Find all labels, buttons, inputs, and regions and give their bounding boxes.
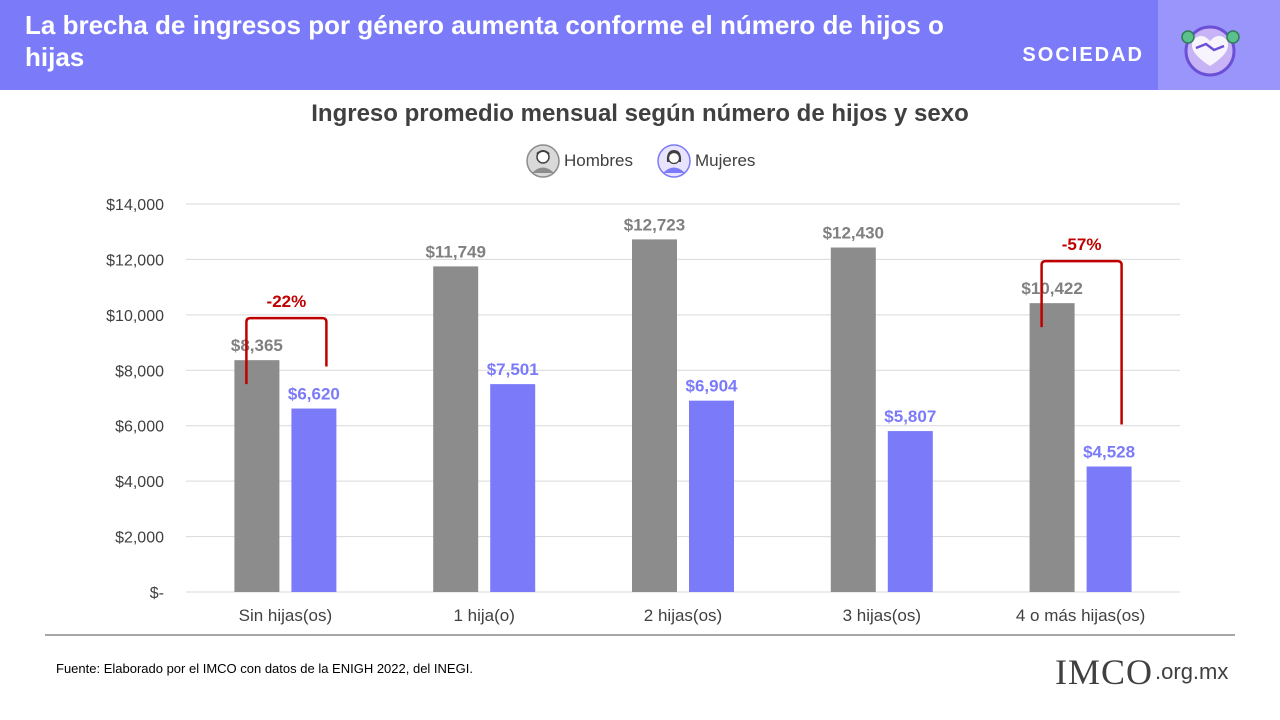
- handshake-heart-icon: [1181, 25, 1240, 77]
- legend-item-hombres: Hombres: [526, 144, 633, 178]
- man-avatar-icon: [526, 144, 560, 178]
- x-axis-tick-labels: Sin hijas(os) 1 hija(o) 2 hijas(os) 3 hijas…: [239, 606, 1146, 625]
- gridlines: [186, 203, 1180, 593]
- data-label-hombres: $12,430: [823, 224, 884, 243]
- gap-bracket: [1040, 259, 1123, 425]
- y-tick-label: $12,000: [106, 252, 164, 269]
- legend-label-hombres: Hombres: [564, 151, 633, 170]
- woman-avatar-icon: [657, 144, 691, 178]
- gap-annotations: -22% -57%: [245, 235, 1123, 425]
- chart-title: Ingreso promedio mensual según número de…: [311, 100, 969, 127]
- bar-mujeres: [1086, 466, 1132, 592]
- chart-legend: Hombres Mujeres: [526, 143, 779, 179]
- bar-mujeres: [689, 400, 734, 592]
- source-note: Fuente: Elaborado por el IMCO con datos …: [56, 661, 473, 676]
- x-tick-label: Sin hijas(os): [239, 606, 333, 625]
- bars: [234, 239, 1132, 593]
- bar-mujeres: [291, 408, 337, 592]
- y-tick-label: $6,000: [115, 419, 164, 436]
- legend-label-mujeres: Mujeres: [694, 151, 756, 170]
- page-title: La brecha de ingresos por género aumenta…: [25, 10, 944, 72]
- data-label-mujeres: $4,528: [1083, 443, 1135, 462]
- y-tick-label: $2,000: [115, 530, 164, 547]
- data-label-hombres: $12,723: [624, 215, 685, 234]
- x-tick-label: 1 hija(o): [453, 606, 514, 625]
- bar-hombres: [433, 266, 479, 592]
- legend-item-mujeres: Mujeres: [657, 144, 755, 178]
- gap-percentage-label: -22%: [267, 292, 307, 311]
- data-label-mujeres: $6,904: [686, 377, 739, 396]
- bar-hombres: [632, 239, 677, 592]
- gap-bracket: [245, 316, 328, 385]
- footer-divider: [45, 634, 1235, 636]
- logo-suffix-text: .org.mx: [1155, 659, 1229, 684]
- y-axis-tick-labels: $- $2,000 $4,000 $6,000 $8,000 $10,000 $12,000…: [106, 197, 164, 602]
- bar-hombres: [234, 360, 280, 592]
- imco-logo: IMCO .org.mx: [1055, 650, 1228, 694]
- y-tick-label: $14,000: [106, 197, 164, 214]
- x-tick-label: 4 o más hijas(os): [1016, 606, 1145, 625]
- data-label-hombres: $10,422: [1021, 279, 1082, 298]
- y-tick-label: $10,000: [106, 308, 164, 325]
- data-label-mujeres: $5,807: [884, 407, 936, 426]
- logo-main-text: IMCO: [1055, 652, 1154, 692]
- bar-hombres: [1029, 303, 1075, 592]
- bar-mujeres: [490, 384, 536, 592]
- bar-mujeres: [887, 431, 933, 592]
- header-banner: La brecha de ingresos por género aumenta…: [0, 0, 1280, 90]
- x-tick-label: 2 hijas(os): [644, 606, 722, 625]
- data-label-mujeres: $7,501: [487, 360, 539, 379]
- data-label-mujeres: $6,620: [288, 385, 340, 404]
- y-tick-label: $-: [150, 585, 164, 602]
- x-tick-label: 3 hijas(os): [843, 606, 921, 625]
- y-tick-label: $8,000: [115, 363, 164, 380]
- gap-percentage-label: -57%: [1062, 235, 1102, 254]
- data-labels: $8,365 $6,620 $11,749 $7,501 $12,723 $6,904 $1…: [231, 215, 1135, 461]
- data-label-hombres: $8,365: [231, 336, 283, 355]
- bar-hombres: [830, 247, 876, 593]
- data-label-hombres: $11,749: [425, 242, 486, 261]
- y-tick-label: $4,000: [115, 474, 164, 491]
- section-label: SOCIEDAD: [1022, 44, 1144, 66]
- section-icon-box: [1158, 0, 1280, 90]
